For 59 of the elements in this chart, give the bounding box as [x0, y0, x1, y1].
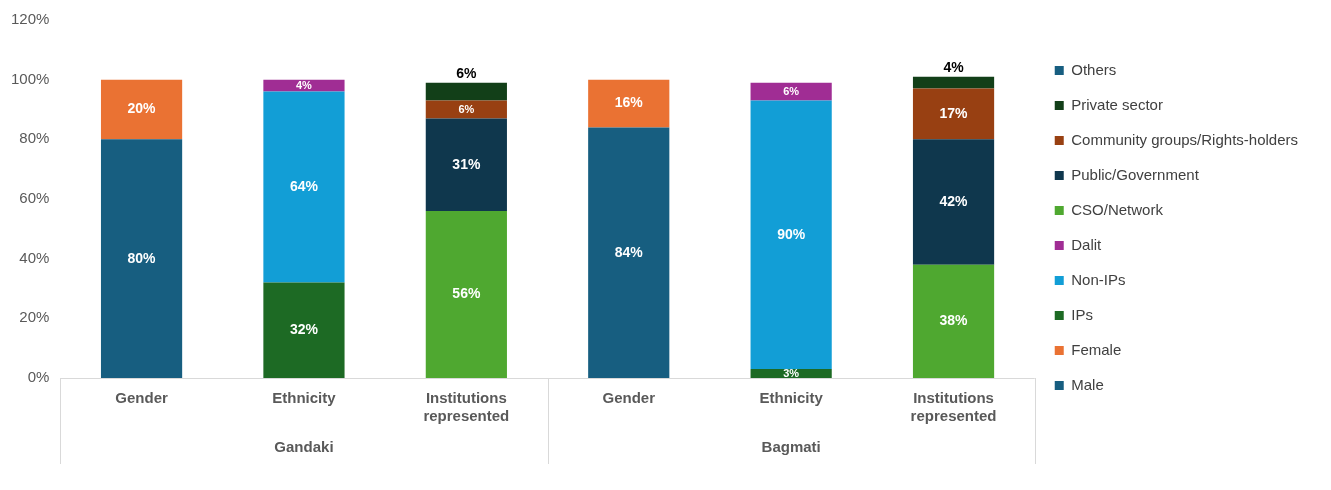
data-label: 56% — [452, 285, 481, 302]
bar — [912, 88, 995, 140]
legend-label: CSO/Network — [1071, 200, 1164, 218]
bar — [425, 118, 507, 211]
bar — [912, 76, 995, 89]
text: Gandaki — [274, 438, 334, 456]
data-label: 38% — [939, 312, 969, 329]
y-tick-label: 40% — [19, 248, 50, 266]
y-tick-label: 60% — [19, 189, 50, 207]
y-tick-label: 120% — [10, 10, 50, 28]
data-label: 20% — [127, 100, 157, 117]
data-label: 6% — [783, 84, 800, 97]
data-label: 31% — [452, 155, 481, 172]
legend-label: Public/Government — [1071, 165, 1200, 183]
data-label: 42% — [939, 192, 969, 209]
text: Bagmati — [761, 438, 821, 456]
legend-label: Dalit — [1071, 235, 1103, 253]
legend-label: IPs — [1071, 305, 1093, 323]
y-tick-label: 80% — [19, 129, 50, 147]
data-label: 6% — [458, 102, 475, 115]
y-tick-label: 20% — [19, 308, 50, 326]
data-label: 32% — [289, 321, 319, 338]
data-label: 84% — [614, 243, 644, 260]
legend-label: Private sector — [1071, 95, 1163, 113]
legend-label: Non-IPs — [1071, 270, 1126, 288]
legend-label: Male — [1071, 375, 1104, 393]
data-label: 90% — [777, 225, 806, 242]
x-tick-label: Gender — [602, 389, 656, 407]
bar — [588, 127, 670, 378]
data-label: 64% — [289, 177, 319, 194]
y-tick-label: 100% — [10, 69, 50, 87]
legend-label: Community groups/Rights-holders — [1071, 130, 1299, 148]
data-label: 3% — [783, 366, 800, 379]
bar — [263, 79, 345, 92]
x-tick-label: Ethnicity — [759, 389, 824, 407]
x-tick-label: Institutions represented — [423, 389, 510, 425]
bar — [588, 79, 670, 128]
data-label: 4% — [943, 58, 965, 75]
bar — [263, 282, 345, 378]
bar — [750, 82, 832, 101]
data-label: 6% — [456, 64, 478, 81]
data-label: 17% — [939, 104, 969, 121]
x-tick-label: Ethnicity — [272, 389, 337, 407]
bar — [750, 100, 832, 370]
bar — [263, 91, 345, 283]
bar — [100, 139, 183, 378]
bar — [100, 79, 183, 140]
bar — [912, 264, 995, 378]
legend-label: Female — [1071, 340, 1122, 358]
bar — [912, 139, 995, 265]
data-label: 80% — [127, 249, 157, 266]
data-label: 4% — [296, 78, 313, 91]
bar — [425, 210, 507, 378]
y-tick-label: 0% — [27, 368, 50, 386]
x-tick-label: Institutions represented — [910, 389, 997, 425]
x-tick-label: Gender — [115, 389, 168, 407]
bar — [425, 82, 507, 101]
legend-label: Others — [1071, 60, 1117, 78]
data-label: 16% — [614, 94, 644, 111]
